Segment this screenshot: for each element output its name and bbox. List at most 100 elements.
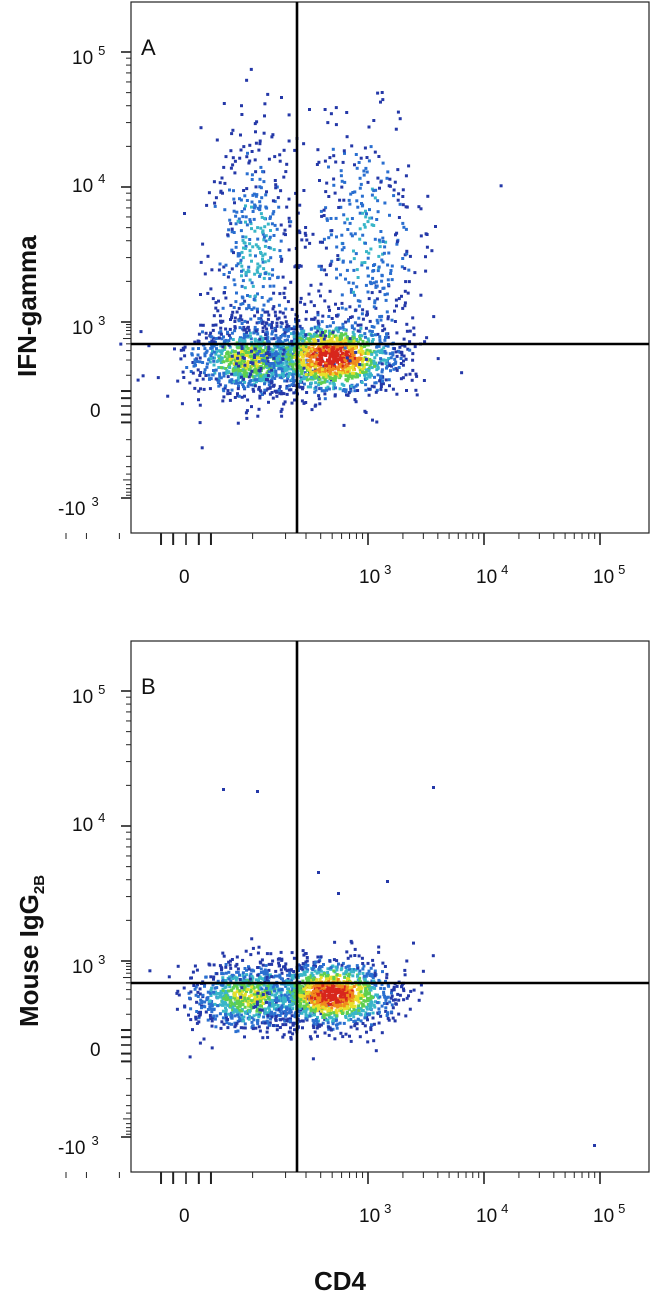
event-dot-cd4pos-ifnneg	[279, 392, 283, 396]
event-dot-cd4pos-ifnneg	[294, 334, 298, 338]
event-dot-cd4neg-iggneg	[323, 1017, 327, 1021]
event-dot-cd4neg-ifnpos	[294, 317, 297, 321]
event-dot-cd4pos-ifnneg	[323, 339, 327, 343]
event-dot-cd4pos-iggneg	[376, 1011, 380, 1015]
event-dot-cd4neg-ifnneg	[249, 379, 253, 383]
event-dot-cd4pos-ifnneg	[315, 353, 319, 357]
event-dot-cd4pos-ifnpos	[422, 379, 426, 382]
event-dot-cd4pos-ifnneg	[352, 385, 356, 389]
event-dot-cd4neg-ifnpos	[251, 193, 255, 197]
event-dot-cd4neg-ifnneg	[217, 366, 221, 369]
event-dot-cd4neg-ifnneg	[217, 349, 221, 353]
event-dot-cd4pos-iggneg	[312, 989, 315, 993]
event-dot-cd4neg-iggneg	[291, 1032, 295, 1036]
event-dot-cd4neg-ifnneg	[228, 366, 232, 369]
event-dot-cd4neg-iggneg	[281, 977, 284, 981]
event-dot-cd4pos-ifnneg	[356, 375, 360, 379]
event-dot-cd4pos-ifnpos	[373, 150, 377, 154]
event-dot-cd4neg-ifnpos	[228, 218, 232, 222]
event-dot-cd4neg-ifnneg	[253, 339, 257, 343]
event-dot-cd4pos-ifnneg	[348, 339, 352, 343]
event-dot-cd4pos-ifnneg	[365, 348, 369, 352]
event-dot-cd4neg-iggneg	[245, 968, 248, 972]
event-dot-cd4pos-iggneg	[300, 973, 304, 977]
event-dot-cd4pos-ifnneg	[257, 350, 261, 353]
event-dot-cd4pos-ifnneg	[306, 354, 310, 358]
event-dot-cd4pos-ifnpos	[374, 390, 378, 394]
event-dot-cd4neg-ifnpos	[257, 246, 261, 250]
event-dot-cd4neg-ifnpos	[226, 375, 230, 379]
event-dot-cd4pos-ifnpos	[327, 165, 330, 169]
event-dot-cd4pos-ifnpos	[395, 242, 399, 246]
event-dot-cd4pos-ifnpos	[360, 312, 364, 316]
event-dot-cd4neg-iggneg	[219, 1026, 223, 1030]
event-dot-cd4neg-ifnneg	[257, 366, 261, 370]
event-dot-cd4pos-iggneg	[305, 976, 309, 980]
event-dot-cd4pos-ifnneg	[350, 347, 354, 351]
event-dot-cd4pos-ifnpos	[325, 181, 329, 185]
event-dot-cd4neg-ifnpos	[246, 294, 249, 297]
event-dot-cd4pos-ifnneg	[292, 330, 296, 334]
event-dot-cd4neg-ifnneg	[241, 368, 245, 372]
event-dot-cd4pos-ifnpos	[339, 169, 343, 173]
event-dot-cd4pos-ifnpos	[369, 247, 373, 251]
event-dot-cd4pos-iggneg	[333, 940, 337, 944]
event-dot-cd4neg-ifnpos	[232, 189, 235, 193]
event-dot-cd4pos-ifnneg	[331, 321, 335, 325]
event-dot-cd4pos-ifnpos	[389, 269, 393, 272]
event-dot-cd4pos-ifnneg	[279, 350, 283, 354]
event-dot-cd4neg-ifnneg	[213, 356, 216, 360]
event-dot-cd4pos-iggneg	[318, 996, 322, 1000]
event-dot-cd4pos-ifnneg	[348, 305, 352, 309]
event-dot-cd4pos-ifnneg	[357, 365, 361, 369]
event-dot-cd4neg-ifnneg	[252, 331, 256, 335]
event-dot-cd4pos-ifnneg	[263, 359, 266, 363]
event-dot-cd4pos-ifnneg	[274, 370, 278, 373]
event-dot-cd4pos-iggneg	[386, 995, 390, 999]
event-dot-cd4pos-ifnneg	[354, 375, 358, 379]
event-dot-cd4neg-ifnneg	[265, 371, 269, 375]
event-dot-cd4neg-iggneg	[198, 987, 202, 991]
event-dot-cd4pos-ifnpos	[364, 241, 367, 245]
event-dot-cd4neg-ifnpos	[271, 199, 275, 203]
event-dot-cd4pos-iggneg	[354, 968, 358, 972]
event-dot-cd4pos-iggneg	[350, 985, 354, 989]
event-dot-cd4pos-ifnneg	[375, 420, 379, 424]
event-dot-cd4neg-ifnneg	[273, 377, 277, 380]
event-dot-cd4pos-ifnneg	[387, 357, 391, 360]
event-dot-cd4pos-ifnneg	[391, 353, 395, 357]
event-dot-cd4neg-ifnpos	[196, 339, 200, 343]
event-dot-cd4pos-ifnneg	[353, 321, 357, 325]
event-dot-cd4pos-iggneg	[339, 1004, 343, 1007]
event-dot-cd4pos-iggneg	[299, 997, 303, 1001]
event-dot-cd4neg-iggneg	[229, 1011, 233, 1015]
event-dot-cd4pos-ifnpos	[343, 346, 347, 350]
event-dot-cd4pos-ifnneg	[290, 332, 293, 336]
event-dot-cd4pos-ifnpos	[319, 333, 323, 337]
event-dot-cd4pos-iggneg	[342, 980, 346, 984]
event-dot-cd4pos-ifnneg	[317, 381, 321, 385]
event-dot-cd4neg-iggneg	[248, 974, 252, 978]
event-dot-cd4neg-ifnpos	[213, 201, 217, 205]
event-dot-cd4pos-ifnneg	[355, 338, 359, 341]
event-dot-cd4neg-ifnpos	[267, 345, 271, 349]
event-dot-cd4pos-ifnneg	[333, 335, 337, 338]
event-dot-cd4pos-ifnneg	[385, 365, 389, 368]
event-dot-cd4pos-ifnneg	[298, 350, 302, 354]
event-dot-cd4neg-iggneg	[238, 989, 242, 993]
event-dot-cd4pos-ifnneg	[341, 333, 345, 337]
event-dot-cd4neg-ifnpos	[229, 149, 233, 153]
event-dot-cd4pos-iggneg	[347, 1000, 351, 1004]
event-dot-cd4pos-iggneg	[335, 1014, 339, 1018]
event-dot-cd4pos-iggneg	[268, 1001, 272, 1005]
event-dot-cd4pos-ifnpos	[331, 147, 335, 151]
event-dot-cd4neg-ifnneg	[220, 337, 224, 341]
event-dot-cd4pos-iggneg	[333, 1013, 337, 1017]
event-dot-cd4neg-ifnpos	[304, 333, 308, 337]
event-dot-cd4pos-ifnpos	[370, 216, 374, 220]
event-dot-cd4neg-ifnneg	[209, 331, 213, 335]
event-dot-cd4pos-ifnpos	[407, 280, 411, 284]
event-dot-cd4pos-ifnpos	[379, 180, 383, 184]
event-dot-cd4pos-ifnneg	[391, 351, 395, 355]
event-dot-cd4pos-ifnneg	[310, 355, 314, 359]
